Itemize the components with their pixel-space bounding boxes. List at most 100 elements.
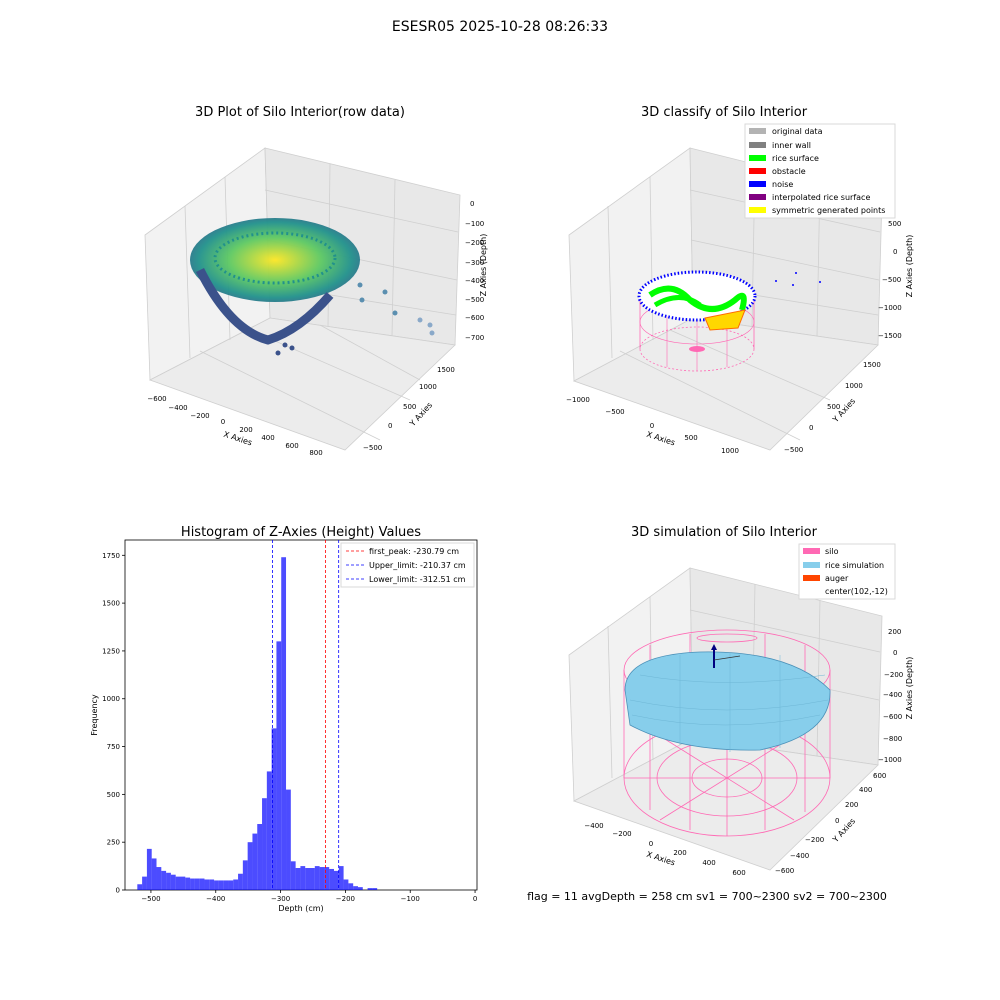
histogram-bar (238, 873, 243, 890)
raw-x-tick: −400 (168, 404, 187, 412)
raw-title: 3D Plot of Silo Interior(row data) (195, 105, 405, 120)
legend-label-noise: noise (772, 180, 793, 189)
histogram-x-tick-label: −100 (401, 895, 420, 903)
classify-x-tick: 500 (684, 434, 697, 442)
simulation-xlabel: X Axies (645, 850, 676, 868)
classify-x-tick: 1000 (721, 447, 739, 455)
panel-histogram: Histogram of Z-Axies (Height) Values −50… (90, 525, 478, 913)
panel-classify: 3D classify of Silo Interior (566, 105, 914, 455)
histogram-bar (333, 870, 339, 890)
histogram-bar (262, 798, 267, 890)
classify-y-tick: 500 (827, 403, 840, 411)
histogram-bar (161, 870, 167, 890)
histogram-bar (295, 868, 301, 890)
raw-z-tick: −600 (465, 314, 484, 322)
legend-label-inner-wall: inner wall (772, 141, 811, 150)
raw-y-tick: 0 (388, 422, 392, 430)
panel-simulation: 3D simulation of Silo Interior (568, 525, 914, 877)
histogram-y-tick-label: 750 (107, 743, 120, 751)
simulation-z-tick: −800 (883, 735, 902, 743)
simulation-x-tick: −400 (584, 822, 603, 830)
histogram-bar (194, 878, 200, 890)
raw-y-tick: 500 (403, 403, 416, 411)
histogram-bar (348, 883, 354, 890)
simulation-z-tick: −400 (883, 691, 902, 699)
histogram-bar (137, 884, 143, 890)
raw-x-ticks: −600 −400 −200 0 200 400 600 800 (147, 395, 322, 457)
classify-title: 3D classify of Silo Interior (641, 105, 808, 120)
histogram-bar (357, 887, 363, 890)
simulation-y-tick: 0 (835, 817, 839, 825)
histogram-bar (367, 888, 373, 890)
histogram-bar (252, 833, 258, 890)
legend-swatch-interpolated (749, 194, 766, 200)
legend-label-auger: auger (825, 574, 849, 583)
histogram-bar (276, 641, 282, 890)
histogram-bar (300, 866, 306, 890)
legend-swatch-rice-surface (749, 155, 766, 161)
histogram-bar (286, 789, 291, 890)
histogram-y-tick-label: 1250 (102, 647, 120, 655)
legend-label-center: center(102,-12) (825, 587, 888, 596)
legend-swatch-symmetric (749, 207, 766, 213)
legend-label-silo: silo (825, 547, 839, 556)
classify-y-tick: 1000 (845, 382, 863, 390)
raw-z-tick: −200 (465, 239, 484, 247)
simulation-z-tick: −600 (883, 713, 902, 721)
legend-label-rice-simulation: rice simulation (825, 561, 884, 570)
panel-raw: 3D Plot of Silo Interior(row data) −600 … (144, 105, 488, 457)
histogram-bar (353, 886, 358, 890)
histogram-bar (329, 868, 334, 890)
simulation-x-ticks: −400 −200 0 200 400 600 (584, 822, 745, 877)
classify-z-tick: −1500 (878, 332, 902, 340)
histogram-bar (185, 877, 191, 890)
legend-swatch-noise (749, 181, 766, 187)
raw-y-tick: −500 (363, 444, 382, 452)
histogram-bar (170, 874, 176, 890)
simulation-x-tick: 400 (702, 859, 715, 867)
histogram-x-tick-label: −400 (206, 895, 225, 903)
histogram-axes-frame (124, 539, 478, 891)
raw-y-ticks: −500 0 500 1000 1500 (363, 366, 455, 452)
legend-label-obstacle: obstacle (772, 167, 806, 176)
simulation-y-tick: −200 (805, 836, 824, 844)
simulation-y-tick: −600 (775, 867, 794, 875)
histogram-bar (319, 867, 325, 890)
histogram-bar (214, 880, 219, 890)
histogram-bar (310, 868, 315, 890)
histogram-y-tick-label: 1000 (102, 695, 120, 703)
raw-points (190, 218, 435, 356)
legend-swatch-obstacle (749, 168, 766, 174)
classify-x-tick: −1000 (566, 396, 590, 404)
histogram-bar (247, 842, 253, 890)
legend-swatch-silo (803, 548, 820, 554)
raw-zlabel: Z Axies (Depth) (479, 234, 488, 297)
histogram-bar (204, 879, 210, 890)
histogram-xlabel: Depth (cm) (278, 904, 323, 913)
classify-z-tick: 500 (888, 220, 901, 228)
legend-swatch-original-data (749, 128, 766, 134)
simulation-z-tick: 0 (893, 649, 897, 657)
classify-y-tick: 0 (809, 424, 813, 432)
simulation-x-tick: −200 (612, 830, 631, 838)
histogram-y-tick-label: 250 (107, 839, 120, 847)
raw-x-tick: 200 (239, 426, 252, 434)
classify-z-tick: −1000 (878, 304, 902, 312)
histogram-bar (372, 888, 378, 890)
histogram-title: Histogram of Z-Axies (Height) Values (181, 525, 421, 540)
simulation-legend: silo rice simulation auger center(102,-1… (798, 543, 896, 600)
raw-x-tick: −200 (190, 412, 209, 420)
simulation-title: 3D simulation of Silo Interior (631, 525, 818, 540)
classify-x-ticks: −1000 −500 0 500 1000 (566, 396, 739, 455)
histogram-bar (156, 867, 162, 890)
histogram-x-tick-label: 0 (473, 895, 477, 903)
histogram-bar (242, 860, 248, 890)
classify-y-tick: 1500 (863, 361, 881, 369)
legend-label-rice-surface: rice surface (772, 154, 819, 163)
simulation-y-tick: 200 (845, 801, 858, 809)
histogram-bars (137, 557, 378, 890)
classify-y-tick: −500 (784, 446, 803, 454)
raw-y-tick: 1000 (419, 383, 437, 391)
histogram-x-tick-label: −300 (271, 895, 290, 903)
histogram-bar (271, 728, 277, 890)
